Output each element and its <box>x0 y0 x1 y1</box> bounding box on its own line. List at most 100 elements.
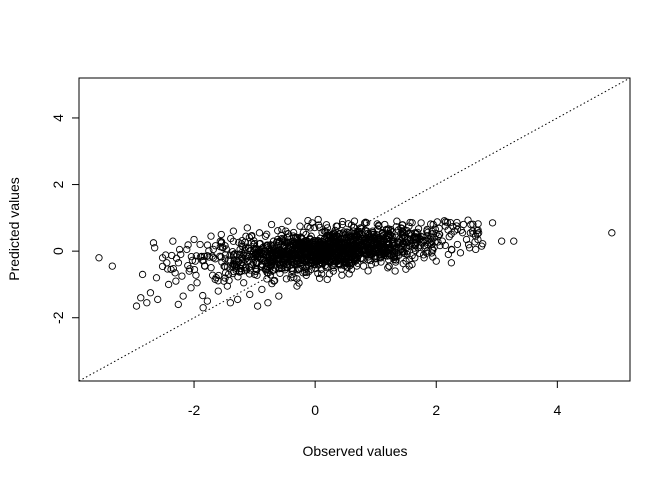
data-point <box>187 253 196 261</box>
data-point <box>325 270 334 278</box>
data-point <box>497 237 506 245</box>
data-point <box>311 223 319 232</box>
data-point <box>354 251 363 259</box>
data-point <box>187 284 195 292</box>
data-point <box>294 254 302 262</box>
data-point <box>238 256 247 264</box>
data-point <box>456 249 465 257</box>
data-point <box>383 226 392 235</box>
data-point <box>220 262 228 270</box>
data-point <box>200 252 208 261</box>
data-point <box>282 253 290 262</box>
data-point <box>207 264 215 272</box>
data-point <box>266 271 275 279</box>
data-point <box>151 244 159 252</box>
data-point <box>347 253 355 262</box>
data-point <box>453 225 462 234</box>
data-point <box>263 230 271 238</box>
data-point <box>303 255 311 263</box>
data-point <box>163 265 172 273</box>
x-tick-label: -2 <box>188 402 201 418</box>
data-point <box>345 259 354 267</box>
data-point <box>207 232 215 240</box>
data-point <box>221 251 229 259</box>
data-point <box>162 251 170 259</box>
data-point <box>421 244 429 252</box>
data-point <box>407 229 415 238</box>
data-point <box>419 233 427 241</box>
data-point <box>341 250 349 258</box>
data-point <box>276 269 284 277</box>
data-point <box>323 224 332 232</box>
x-tick-label: 4 <box>553 402 561 418</box>
data-point <box>282 275 291 283</box>
y-tick-label: 0 <box>50 247 66 255</box>
data-point <box>510 237 518 245</box>
data-point <box>379 246 387 254</box>
data-point <box>297 264 305 272</box>
data-point <box>230 257 238 265</box>
data-point <box>384 244 392 252</box>
data-point <box>154 295 162 304</box>
data-point <box>203 241 212 249</box>
data-point <box>243 266 251 274</box>
data-point <box>326 237 334 246</box>
data-point <box>252 244 260 253</box>
data-point <box>340 259 348 267</box>
data-point <box>353 237 361 245</box>
data-point <box>314 215 322 224</box>
data-point <box>243 224 251 232</box>
data-point <box>435 224 443 232</box>
data-point <box>380 237 388 245</box>
y-axis: -2 0 2 4 <box>50 114 79 324</box>
data-point <box>343 228 351 236</box>
data-point <box>364 267 372 275</box>
data-point <box>391 267 399 275</box>
data-point <box>143 299 151 307</box>
data-point <box>263 242 271 250</box>
data-point <box>275 292 283 300</box>
data-point <box>406 218 414 227</box>
data-point <box>278 225 286 234</box>
data-point <box>289 228 298 237</box>
data-point <box>227 234 235 243</box>
data-point <box>333 258 341 266</box>
data-point <box>423 249 431 257</box>
data-point <box>229 260 237 269</box>
data-point <box>361 218 370 226</box>
data-point <box>345 270 353 278</box>
data-point <box>261 266 270 274</box>
data-point <box>184 241 192 249</box>
data-point <box>307 252 315 261</box>
data-point <box>608 229 616 237</box>
data-point <box>267 241 275 249</box>
data-point <box>169 264 178 273</box>
data-point <box>289 258 297 267</box>
data-point <box>349 223 358 232</box>
data-point <box>471 238 479 246</box>
data-point <box>284 217 292 225</box>
data-point <box>319 253 327 261</box>
data-point <box>317 270 326 278</box>
data-point <box>245 252 253 261</box>
data-point <box>183 245 191 254</box>
data-point <box>302 264 310 272</box>
data-point <box>403 250 411 259</box>
data-point <box>408 242 416 250</box>
data-point <box>196 240 204 249</box>
data-point <box>179 292 187 300</box>
data-point <box>362 235 370 243</box>
data-point <box>191 257 199 265</box>
x-axis-title: Observed values <box>302 443 407 459</box>
data-point <box>275 265 283 273</box>
data-point <box>274 255 283 263</box>
data-point <box>339 229 347 237</box>
data-point <box>370 252 378 261</box>
data-point <box>472 245 480 254</box>
data-point <box>257 250 265 259</box>
data-point <box>453 240 462 249</box>
data-point <box>221 255 229 263</box>
data-point <box>384 231 393 240</box>
data-point <box>361 226 369 234</box>
